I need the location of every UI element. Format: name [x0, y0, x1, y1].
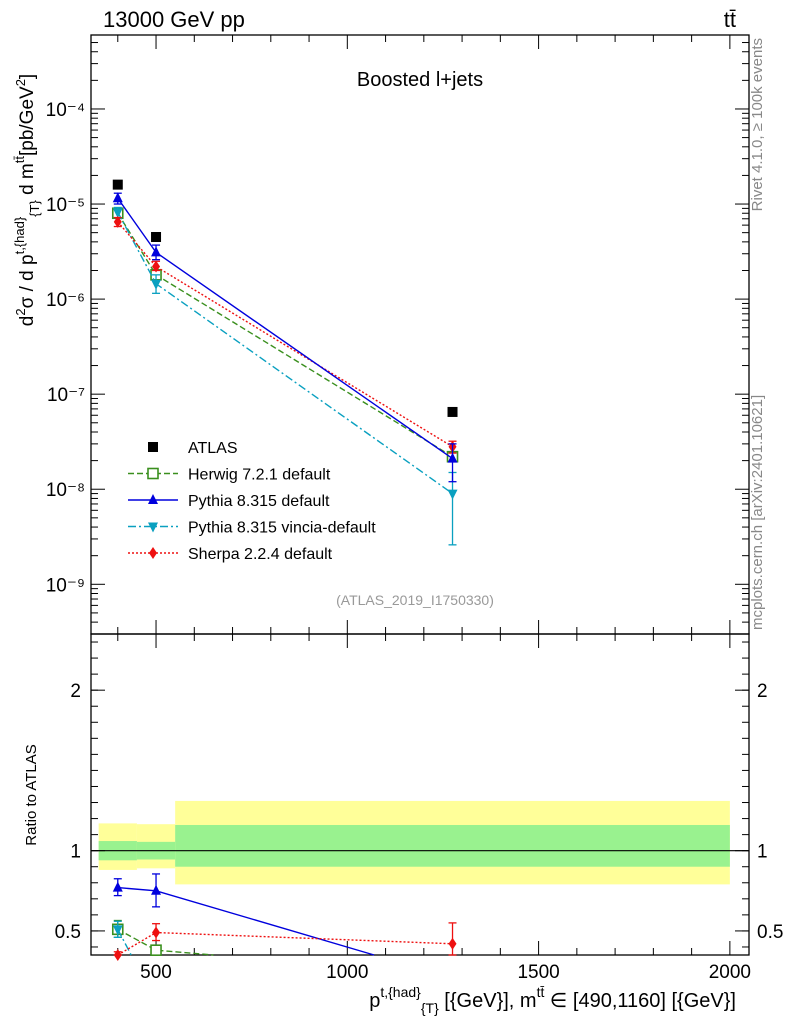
pythia-8-315-vincia-default-point: [112, 208, 123, 219]
main-panel: Boosted l+jets (ATLAS_2019_I1750330) 10⁻…: [46, 34, 750, 635]
ratio-y-tick-label: 1: [70, 842, 81, 863]
ratio-y-tick-label-right: 2: [757, 681, 768, 702]
ratio-pythia-8-315-vincia-default-line: [117, 928, 132, 956]
legend-marker-pythia-8-315-vincia-default: [148, 522, 158, 533]
atlas-point: [151, 232, 162, 243]
pythia-8-315-vincia-default-point: [447, 489, 458, 500]
ratio-y-tick-label-right: 0.5: [757, 922, 783, 943]
ratio-series-pythia-8-315-default: [112, 873, 375, 956]
header-right: tt̄: [724, 7, 736, 32]
ratio-band-inner: [175, 824, 730, 867]
pythia-8-315-default-point: [447, 452, 458, 463]
legend-label-sherpa-2-2-4-default: Sherpa 2.2.4 default: [188, 546, 333, 563]
ratio-y-axis-label: Ratio to ATLAS: [23, 744, 40, 845]
sherpa-2-2-4-default-point: [113, 215, 122, 228]
series-atlas: [112, 179, 458, 417]
pythia-8-315-default-point: [151, 246, 162, 257]
ratio-series-pythia-8-315-vincia-default: [112, 920, 132, 956]
legend-marker-herwig-7-2-1-default: [147, 467, 159, 480]
ratio-sherpa-2-2-4-default-point: [448, 937, 457, 950]
atlas-point: [112, 179, 123, 190]
legend-label-atlas: ATLAS: [188, 440, 238, 457]
atlas-point: [447, 406, 458, 417]
main-title: Boosted l+jets: [357, 69, 483, 91]
ratio-y-tick-label: 0.5: [55, 922, 81, 943]
ratio-sherpa-2-2-4-default-point: [152, 926, 161, 939]
main-y-tick-label: 10⁻⁴: [46, 100, 85, 121]
main-y-axis-label: d2σ / d pt,{had}{T} d mtt̄[pb/GeV2]: [12, 74, 42, 326]
pythia-8-315-default-point: [112, 192, 123, 203]
legend-marker-pythia-8-315-default: [148, 494, 158, 504]
ratio-frame: [90, 633, 750, 956]
main-y-tick-label: 10⁻⁹: [46, 575, 85, 596]
rivet-label: Rivet 4.1.0, ≥ 100k events: [749, 38, 766, 211]
watermark: (ATLAS_2019_I1750330): [336, 592, 494, 608]
ratio-pythia-8-315-default-point: [112, 881, 123, 892]
ratio-y-tick-label-right: 1: [757, 842, 768, 863]
ratio-herwig-7-2-1-default-line: [117, 928, 214, 956]
legend-marker-sherpa-2-2-4-default: [149, 547, 157, 559]
ratio-pythia-8-315-vincia-default-point: [112, 925, 123, 936]
series-herwig-7-2-1-default: [111, 207, 459, 463]
ratio-y-tick-label: 2: [70, 681, 81, 702]
series-pythia-8-315-default: [112, 192, 458, 483]
legend: ATLAS Herwig 7.2.1 default Pythia 8.315 de…: [128, 440, 376, 563]
legend-label-herwig-7-2-1-default: Herwig 7.2.1 default: [188, 467, 331, 484]
sherpa-2-2-4-default-line: [117, 221, 453, 448]
ratio-series-sherpa-2-2-4-default: [113, 922, 457, 961]
header-left: 13000 GeV pp: [103, 7, 245, 32]
pythia-8-315-vincia-default-line: [117, 211, 453, 495]
legend-label-pythia-8-315-vincia-default: Pythia 8.315 vincia-default: [188, 520, 376, 537]
main-y-tick-label: 10⁻⁷: [47, 385, 85, 406]
main-frame: [90, 34, 750, 635]
main-y-tick-label: 10⁻⁶: [46, 290, 85, 311]
main-y-tick-label: 10⁻⁸: [46, 480, 85, 501]
ratio-herwig-7-2-1-default-point: [150, 944, 162, 956]
x-tick-label: 1500: [517, 962, 559, 983]
x-tick-label: 500: [140, 962, 172, 983]
x-tick-label: 1000: [326, 962, 368, 983]
ratio-sherpa-2-2-4-default-point: [113, 949, 122, 961]
ratio-pythia-8-315-default-point: [151, 884, 162, 895]
sherpa-2-2-4-default-point: [152, 260, 161, 273]
legend-marker-atlas: [148, 442, 158, 452]
x-axis-label: pt,{had}{T} [{GeV}], mtt̄ ∈ [490,1160] […: [369, 984, 736, 1016]
series-sherpa-2-2-4-default: [113, 215, 457, 454]
mcplots-label: mcplots.cern.ch [arXiv:2401.10621]: [749, 395, 766, 630]
legend-label-pythia-8-315-default: Pythia 8.315 default: [188, 493, 330, 510]
main-y-tick-label: 10⁻⁵: [46, 195, 85, 216]
pythia-8-315-vincia-default-point: [151, 279, 162, 290]
herwig-7-2-1-default-line: [117, 212, 453, 458]
pythia-8-315-default-line: [117, 197, 453, 460]
ratio-panel: 0.5 0.5 1 1 2 2 500 1000 1500 2000: [55, 633, 783, 983]
x-tick-label: 2000: [709, 962, 751, 983]
